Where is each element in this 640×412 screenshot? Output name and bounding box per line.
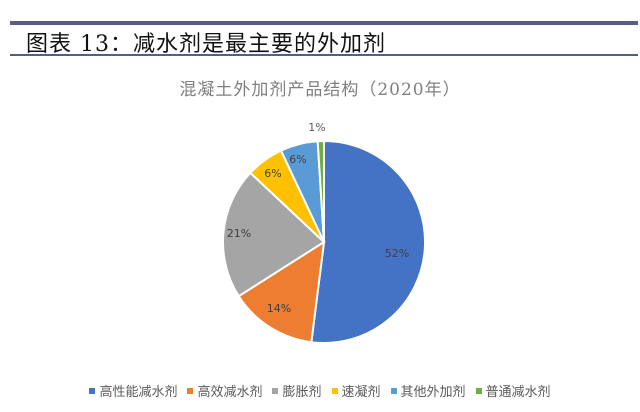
legend-item-1: 高效减水剂 bbox=[187, 381, 262, 400]
chart-title: 混凝土外加剂产品结构（2020年） bbox=[179, 80, 461, 100]
pie-slice-5 bbox=[316, 139, 325, 243]
legend-item-4: 其他外加剂 bbox=[390, 381, 466, 400]
legend-swatch-icon bbox=[187, 387, 194, 394]
legend-swatch-icon bbox=[475, 387, 482, 394]
legend-item-0: 高性能减水剂 bbox=[89, 381, 177, 400]
legend-label: 高效减水剂 bbox=[197, 385, 263, 400]
legend-label: 其他外加剂 bbox=[400, 385, 466, 400]
legend-label: 高性能减水剂 bbox=[99, 385, 178, 400]
pie-slice-2 bbox=[222, 171, 326, 298]
figure-title: 图表 13：减水剂是最主要的外加剂 bbox=[26, 32, 386, 57]
slice-label-4: 6% bbox=[289, 153, 306, 166]
slice-label-3: 6% bbox=[264, 167, 281, 180]
title-rule-top bbox=[10, 21, 638, 25]
legend-item-3: 速凝剂 bbox=[331, 381, 381, 400]
legend-swatch-icon bbox=[89, 387, 96, 394]
legend-item-5: 普通减水剂 bbox=[475, 381, 551, 400]
pie-slice-1 bbox=[237, 240, 326, 344]
legend-label: 膨胀剂 bbox=[282, 385, 322, 400]
slice-label-2: 21% bbox=[227, 227, 251, 240]
legend-item-2: 膨胀剂 bbox=[272, 381, 322, 400]
slice-label-5: 1% bbox=[308, 121, 325, 134]
legend-swatch-icon bbox=[331, 387, 338, 394]
slice-label-1: 14% bbox=[267, 302, 291, 315]
legend-swatch-icon bbox=[390, 387, 397, 394]
chart-legend: 高性能减水剂 高效减水剂 膨胀剂 速凝剂 其他外加剂 普通减水剂 bbox=[0, 381, 640, 400]
pie-slice-0 bbox=[310, 139, 427, 344]
legend-label: 普通减水剂 bbox=[485, 385, 551, 400]
slice-label-0: 52% bbox=[385, 247, 409, 260]
title-rule-bottom bbox=[10, 54, 638, 56]
legend-swatch-icon bbox=[272, 387, 279, 394]
legend-label: 速凝剂 bbox=[341, 385, 381, 400]
